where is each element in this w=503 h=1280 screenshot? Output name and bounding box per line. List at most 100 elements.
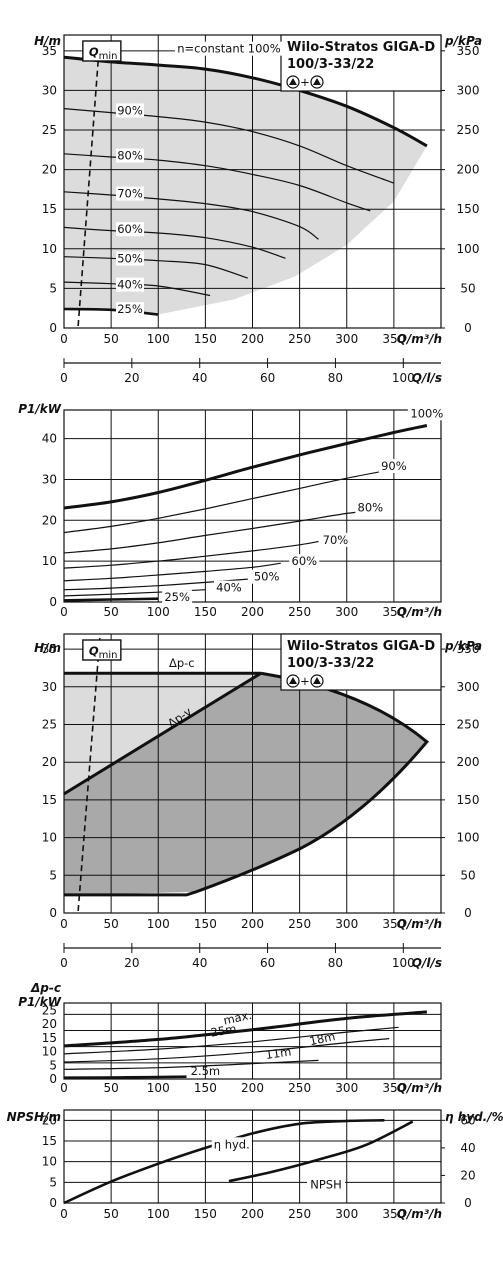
y-tick-label: 20 [42,513,57,527]
curve-8 [63,307,159,316]
curve-label-8: 25% [117,302,143,316]
panel-2: 100% 90% 80% 70% 60% 50% 40% 25% 0 10 20 30 40 0 50 100… [18,402,446,619]
x-tick-label: 350 [382,605,405,619]
y-tick-label: 10 [42,831,57,845]
y2-tick-label: 0 [464,1196,472,1210]
npsh-curve [228,1120,414,1183]
y2-tick-label: 20 [460,1168,475,1182]
y-tick-label: 15 [42,1031,57,1045]
y-tick-label: 25 [42,717,57,731]
y2-axis-label: p/kPa [444,34,482,48]
x-tick-label: 200 [241,1207,264,1221]
y-tick-label: 25 [42,123,57,137]
x-tick-label: 350 [382,332,405,346]
eta-label: η hyd. [214,1137,250,1151]
y-tick-label: 0 [49,321,57,335]
x-tick-label: 100 [147,605,170,619]
curve-label-5: 60% [117,222,143,236]
x2-tick-label: 80 [328,956,343,970]
power-label-3: 80% [358,501,384,515]
x-tick-label: 300 [335,332,358,346]
y-tick-label: 10 [42,554,57,568]
plot-frame [63,34,442,329]
x2-tick-label: 20 [124,371,139,385]
y-tick-label: 40 [42,432,57,446]
x-axis-label: Q/m³/h [397,1207,442,1221]
triangle-up-icon [289,677,297,684]
dpc-power-label-1: max. [222,1008,253,1028]
x-tick-label: 200 [241,605,264,619]
curve-2 [63,108,395,184]
dpc-label: Δp-c [169,656,195,670]
curve-label-7-bg [115,277,144,292]
power-curve-4 [63,540,319,569]
power-label-4-bg [320,532,351,547]
x-tick-label: 250 [288,1081,311,1095]
dpc-power-curve-3 [63,1038,390,1063]
dpc-power-label-2: 25m [210,1021,238,1039]
y-tick-label: 15 [42,1134,57,1148]
plot-frame [63,633,442,914]
y-tick-label: 10 [42,1155,57,1169]
y-axis-label: H/m [34,34,61,48]
x-tick-label: 0 [60,917,68,931]
chart-title-line1: Wilo-Stratos GIGA-D [287,639,435,654]
x-tick-label: 350 [382,1081,405,1095]
y2-tick-label: 300 [457,83,480,97]
title-box [280,633,442,691]
y-tick-label: 20 [42,755,57,769]
title-box [280,34,442,92]
x-tick-label: 100 [147,1207,170,1221]
npsh-label-bg [307,1177,346,1192]
y2-tick-label: 50 [460,281,475,295]
y2-tick-label: 200 [457,755,480,769]
power-label-3-bg [355,500,386,515]
power-label-8-bg [162,590,193,605]
y-tick-label: 5 [49,1175,57,1189]
power-label-2: 90% [381,459,407,473]
y2-tick-label: 150 [457,793,480,807]
x-tick-label: 100 [147,332,170,346]
curve-label-3-bg [115,148,144,163]
y2-tick-label: 150 [457,202,480,216]
power-curve-2 [63,468,395,534]
x2-axis-label: Q/l/s [412,371,442,385]
x2-tick-label: 60 [260,956,275,970]
x-tick-label: 150 [194,332,217,346]
dpc-power-label-5: 2.5m [191,1064,221,1078]
y-tick-label: 20 [42,163,57,177]
plot-frame [63,1109,442,1204]
y-tick-label: 5 [49,1058,57,1072]
qmin-label: Qmin [89,644,118,661]
power-curve-8 [63,597,159,602]
curve-label-2-bg [115,103,144,118]
x-axis-label: Q/m³/h [397,917,442,931]
y-axis-label: NPSH/m [7,1110,61,1124]
curve-label-3: 80% [117,149,143,163]
dpc-power-label-4: 11m [265,1044,293,1061]
curve-label-4: 70% [117,187,143,201]
x2-tick-label: 20 [124,956,139,970]
y2-tick-label: 350 [457,44,480,58]
y-tick-label: 0 [49,595,57,609]
dpv-line [63,671,262,796]
curve-4 [63,191,319,240]
x2-axis-label: Q/l/s [412,956,442,970]
x2-tick-label: 100 [392,371,415,385]
curve-6 [63,256,248,279]
y-tick-label: 35 [42,44,57,58]
chart-title-line2: 100/3-33/22 [287,57,374,72]
x-tick-label: 350 [382,1207,405,1221]
triangle-up-icon [289,78,297,85]
power-label-2-bg [378,458,409,473]
x-tick-label: 100 [147,1081,170,1095]
power-curve-1 [63,424,428,510]
curve-label-4-bg [115,186,144,201]
y-axis-label-line2: P1/kW [18,995,62,1009]
dpc-power-curve-1 [63,1010,428,1048]
curve-5 [63,226,286,259]
power-label-6: 50% [254,570,280,584]
curve-1 [63,55,428,148]
x2-tick-label: 40 [192,371,207,385]
